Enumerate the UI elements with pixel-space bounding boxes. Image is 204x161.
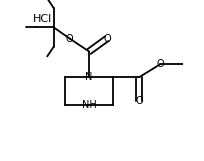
Text: O: O: [103, 34, 111, 44]
Text: N: N: [85, 72, 93, 82]
Text: O: O: [135, 96, 143, 106]
Text: NH: NH: [82, 100, 96, 110]
Text: O: O: [156, 59, 164, 69]
Text: HCl: HCl: [33, 14, 52, 24]
Text: O: O: [66, 34, 74, 44]
